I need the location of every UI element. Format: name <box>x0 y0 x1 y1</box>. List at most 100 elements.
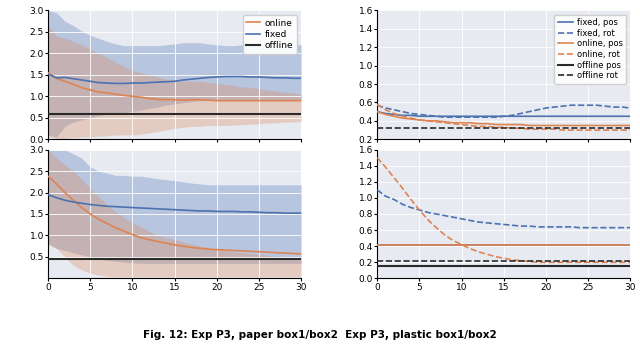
online, pos <box>390 114 398 118</box>
online, pos <box>407 117 415 121</box>
fixed <box>154 80 161 84</box>
online <box>171 98 179 102</box>
online, rot <box>492 255 499 259</box>
Legend: online, fixed, offline: online, fixed, offline <box>243 15 297 54</box>
fixed, rot <box>373 188 381 192</box>
Line: fixed, pos: fixed, pos <box>377 112 630 116</box>
online, rot <box>407 197 415 201</box>
fixed <box>196 209 204 213</box>
fixed <box>154 207 161 211</box>
online, rot <box>492 125 499 129</box>
online, pos <box>601 124 609 128</box>
fixed, rot <box>517 111 525 116</box>
online, pos <box>424 243 431 247</box>
fixed, rot <box>449 215 457 219</box>
fixed <box>145 80 153 85</box>
fixed, pos <box>576 114 584 118</box>
fixed, rot <box>483 221 491 225</box>
online, rot <box>475 250 483 254</box>
fixed, rot <box>568 103 575 107</box>
fixed <box>112 81 120 86</box>
online <box>238 249 246 253</box>
fixed, pos <box>458 114 465 118</box>
fixed <box>298 211 305 215</box>
online, pos <box>433 243 440 247</box>
fixed, pos <box>542 243 550 247</box>
fixed, rot <box>534 225 541 229</box>
offline <box>52 257 60 261</box>
fixed, pos <box>568 114 575 118</box>
fixed <box>61 198 68 202</box>
fixed <box>129 81 136 85</box>
fixed, rot <box>568 225 575 229</box>
fixed <box>188 208 195 213</box>
online <box>103 221 111 226</box>
online <box>129 94 136 98</box>
online, pos <box>593 124 600 128</box>
fixed, rot <box>500 114 508 118</box>
online <box>95 217 102 221</box>
fixed <box>280 76 288 80</box>
fixed <box>70 200 77 204</box>
fixed, pos <box>517 243 525 247</box>
online, rot <box>458 243 465 247</box>
online <box>52 182 60 186</box>
fixed, pos <box>441 243 449 247</box>
online, rot <box>584 128 592 132</box>
online <box>213 98 221 103</box>
fixed <box>272 211 280 215</box>
online, rot <box>525 259 533 263</box>
online, pos <box>584 124 592 128</box>
online <box>221 248 229 252</box>
online, rot <box>542 260 550 264</box>
fixed <box>264 211 271 215</box>
online, pos <box>407 243 415 247</box>
fixed, pos <box>458 243 465 247</box>
online <box>264 250 271 254</box>
fixed, rot <box>618 226 626 230</box>
online, pos <box>568 243 575 247</box>
online, rot <box>584 260 592 264</box>
online <box>230 98 237 103</box>
online, rot <box>441 121 449 125</box>
online, pos <box>373 243 381 247</box>
fixed, pos <box>576 243 584 247</box>
fixed, rot <box>610 105 618 109</box>
online <box>171 243 179 247</box>
online <box>61 190 68 195</box>
online <box>44 174 52 178</box>
online <box>154 97 161 101</box>
fixed, pos <box>475 243 483 247</box>
fixed <box>120 81 128 86</box>
online <box>280 251 288 255</box>
online, rot <box>618 260 626 264</box>
Line: online, rot: online, rot <box>377 158 630 262</box>
online, pos <box>458 243 465 247</box>
online, rot <box>424 119 431 123</box>
fixed, rot <box>424 113 431 117</box>
online, pos <box>466 243 474 247</box>
online <box>205 247 212 251</box>
fixed <box>137 81 145 85</box>
fixed, pos <box>500 243 508 247</box>
online, pos <box>424 119 431 123</box>
fixed, rot <box>441 214 449 218</box>
online, rot <box>449 121 457 126</box>
fixed, pos <box>373 110 381 114</box>
offline rot <box>382 259 390 263</box>
fixed, rot <box>415 208 423 212</box>
fixed, pos <box>382 111 390 116</box>
online, rot <box>407 116 415 120</box>
fixed <box>112 205 120 209</box>
fixed, pos <box>618 114 626 118</box>
online, rot <box>433 226 440 230</box>
online, rot <box>550 260 558 264</box>
fixed, rot <box>424 210 431 214</box>
fixed, pos <box>433 243 440 247</box>
online, pos <box>373 110 381 114</box>
fixed, pos <box>407 243 415 247</box>
online, pos <box>534 243 541 247</box>
online, pos <box>492 122 499 127</box>
fixed <box>78 201 86 205</box>
fixed <box>230 209 237 214</box>
